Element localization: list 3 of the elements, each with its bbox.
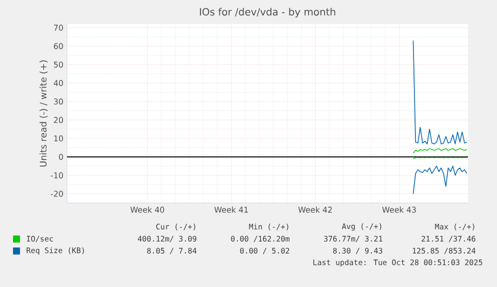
line-series [412,40,468,144]
y-axis-title: Units read (-) / write (+) [40,60,48,167]
chart-title: IOs for /dev/vda - by month [200,8,336,18]
